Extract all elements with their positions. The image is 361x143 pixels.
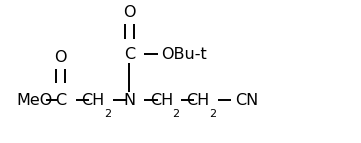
Text: CH: CH [187, 93, 210, 108]
Text: 2: 2 [209, 109, 216, 119]
Text: CH: CH [150, 93, 173, 108]
Text: C: C [55, 93, 66, 108]
Text: 2: 2 [173, 109, 180, 119]
Text: MeO: MeO [16, 93, 52, 108]
Text: C: C [124, 47, 135, 62]
Text: OBu-t: OBu-t [161, 47, 207, 62]
Text: O: O [55, 50, 67, 65]
Text: O: O [123, 5, 135, 20]
Text: CN: CN [235, 93, 258, 108]
Text: CH: CH [82, 93, 105, 108]
Text: 2: 2 [104, 109, 111, 119]
Text: N: N [123, 93, 135, 108]
